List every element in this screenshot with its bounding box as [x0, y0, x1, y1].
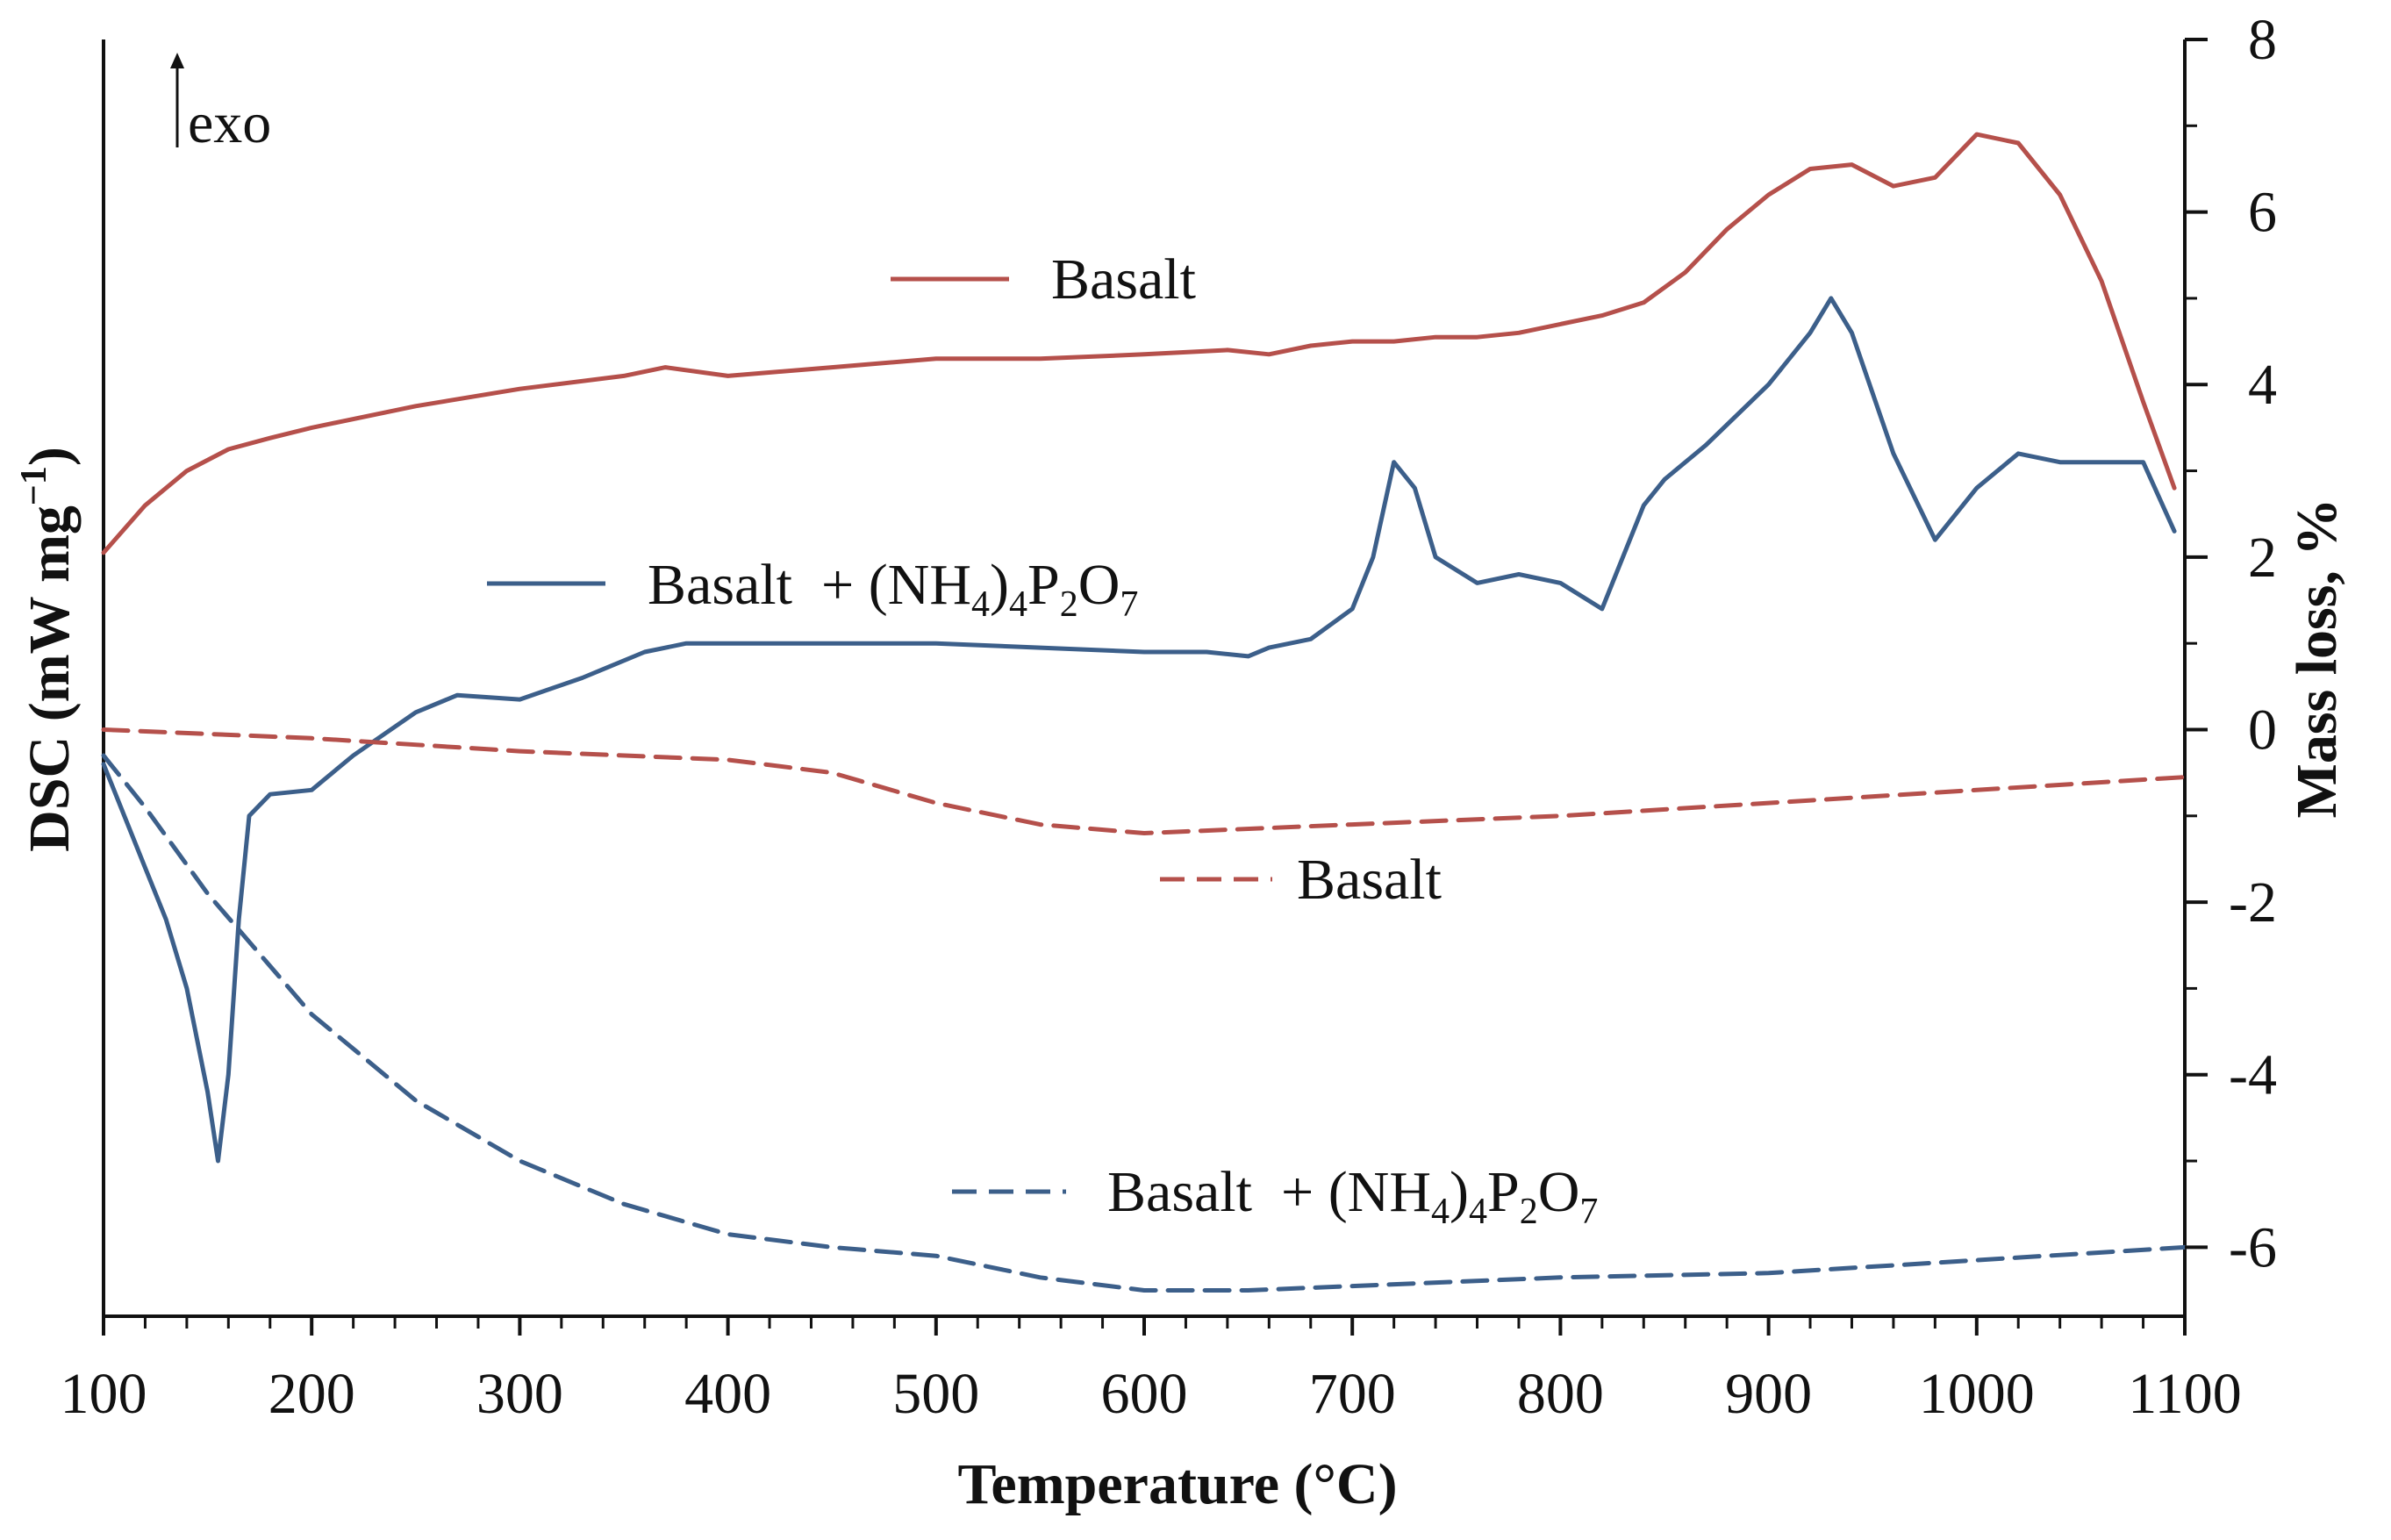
- x-tick-label: 1100: [2128, 1362, 2242, 1426]
- ticks-group: 100 200 300 400 500 600 700 800 900 1000 1100 8 6 4 2 0…: [61, 8, 2278, 1426]
- axes-group: [102, 39, 2187, 1318]
- x-tick-label: 400: [684, 1362, 771, 1426]
- legend-text-basalt-nh4-tg: Basalt + (NH4)4P2O7: [1107, 1160, 1598, 1232]
- x-tick-label: 1000: [1919, 1362, 2035, 1426]
- y-left-title-main: DSC (mW mg: [18, 505, 82, 852]
- x-tick-label: 900: [1725, 1362, 1812, 1426]
- x-tick-label: 300: [476, 1362, 563, 1426]
- x-tick-label: 800: [1517, 1362, 1604, 1426]
- y-right-tick-label: 2: [2248, 526, 2277, 590]
- legend-basalt-tg: Basalt: [1160, 848, 1442, 912]
- legend-text-basalt-nh4-dsc: Basalt + (NH4)4P2O7: [648, 553, 1138, 625]
- series-line-tg-3: [101, 753, 2187, 1293]
- y-right-tick-label: -6: [2229, 1215, 2277, 1279]
- y-right-tick-label: -2: [2229, 870, 2277, 935]
- y-left-title-sup: −1: [14, 466, 54, 505]
- series-group: [101, 132, 2187, 1293]
- legend-basalt-nh4-dsc: Basalt + (NH4)4P2O7: [487, 553, 1138, 625]
- x-tick-label: 600: [1101, 1362, 1188, 1426]
- exo-arrow-head: [170, 53, 184, 68]
- x-tick-label: 700: [1309, 1362, 1396, 1426]
- series-line-dsc-1: [101, 296, 2177, 1164]
- exo-label: exo: [188, 91, 271, 155]
- legend-text-basalt-dsc: Basalt: [1051, 247, 1196, 312]
- y-axis-left-title: DSC (mW mg−1): [14, 447, 82, 852]
- y-right-tick-label: -4: [2229, 1043, 2277, 1107]
- x-tick-label: 500: [892, 1362, 979, 1426]
- y-axis-right-title: Mass loss, %: [2285, 498, 2349, 819]
- y-right-tick-label: 6: [2248, 181, 2277, 245]
- x-tick-label: 100: [61, 1362, 147, 1426]
- legend-basalt-dsc: Basalt: [891, 247, 1196, 312]
- y-right-tick-label: 8: [2248, 8, 2277, 72]
- series-line-dsc-0: [101, 132, 2177, 555]
- series-line-tg-2: [101, 727, 2187, 835]
- y-right-tick-label: 4: [2248, 353, 2277, 417]
- y-right-tick-label: 0: [2248, 698, 2277, 762]
- exo-indicator: exo: [170, 53, 271, 155]
- x-tick-label: 200: [268, 1362, 355, 1426]
- y-left-title-close: ): [18, 447, 82, 466]
- legend-basalt-nh4-tg: Basalt + (NH4)4P2O7: [952, 1160, 1598, 1232]
- legend-text-basalt-tg: Basalt: [1297, 848, 1442, 912]
- x-axis-title: Temperature (°C): [957, 1452, 1397, 1516]
